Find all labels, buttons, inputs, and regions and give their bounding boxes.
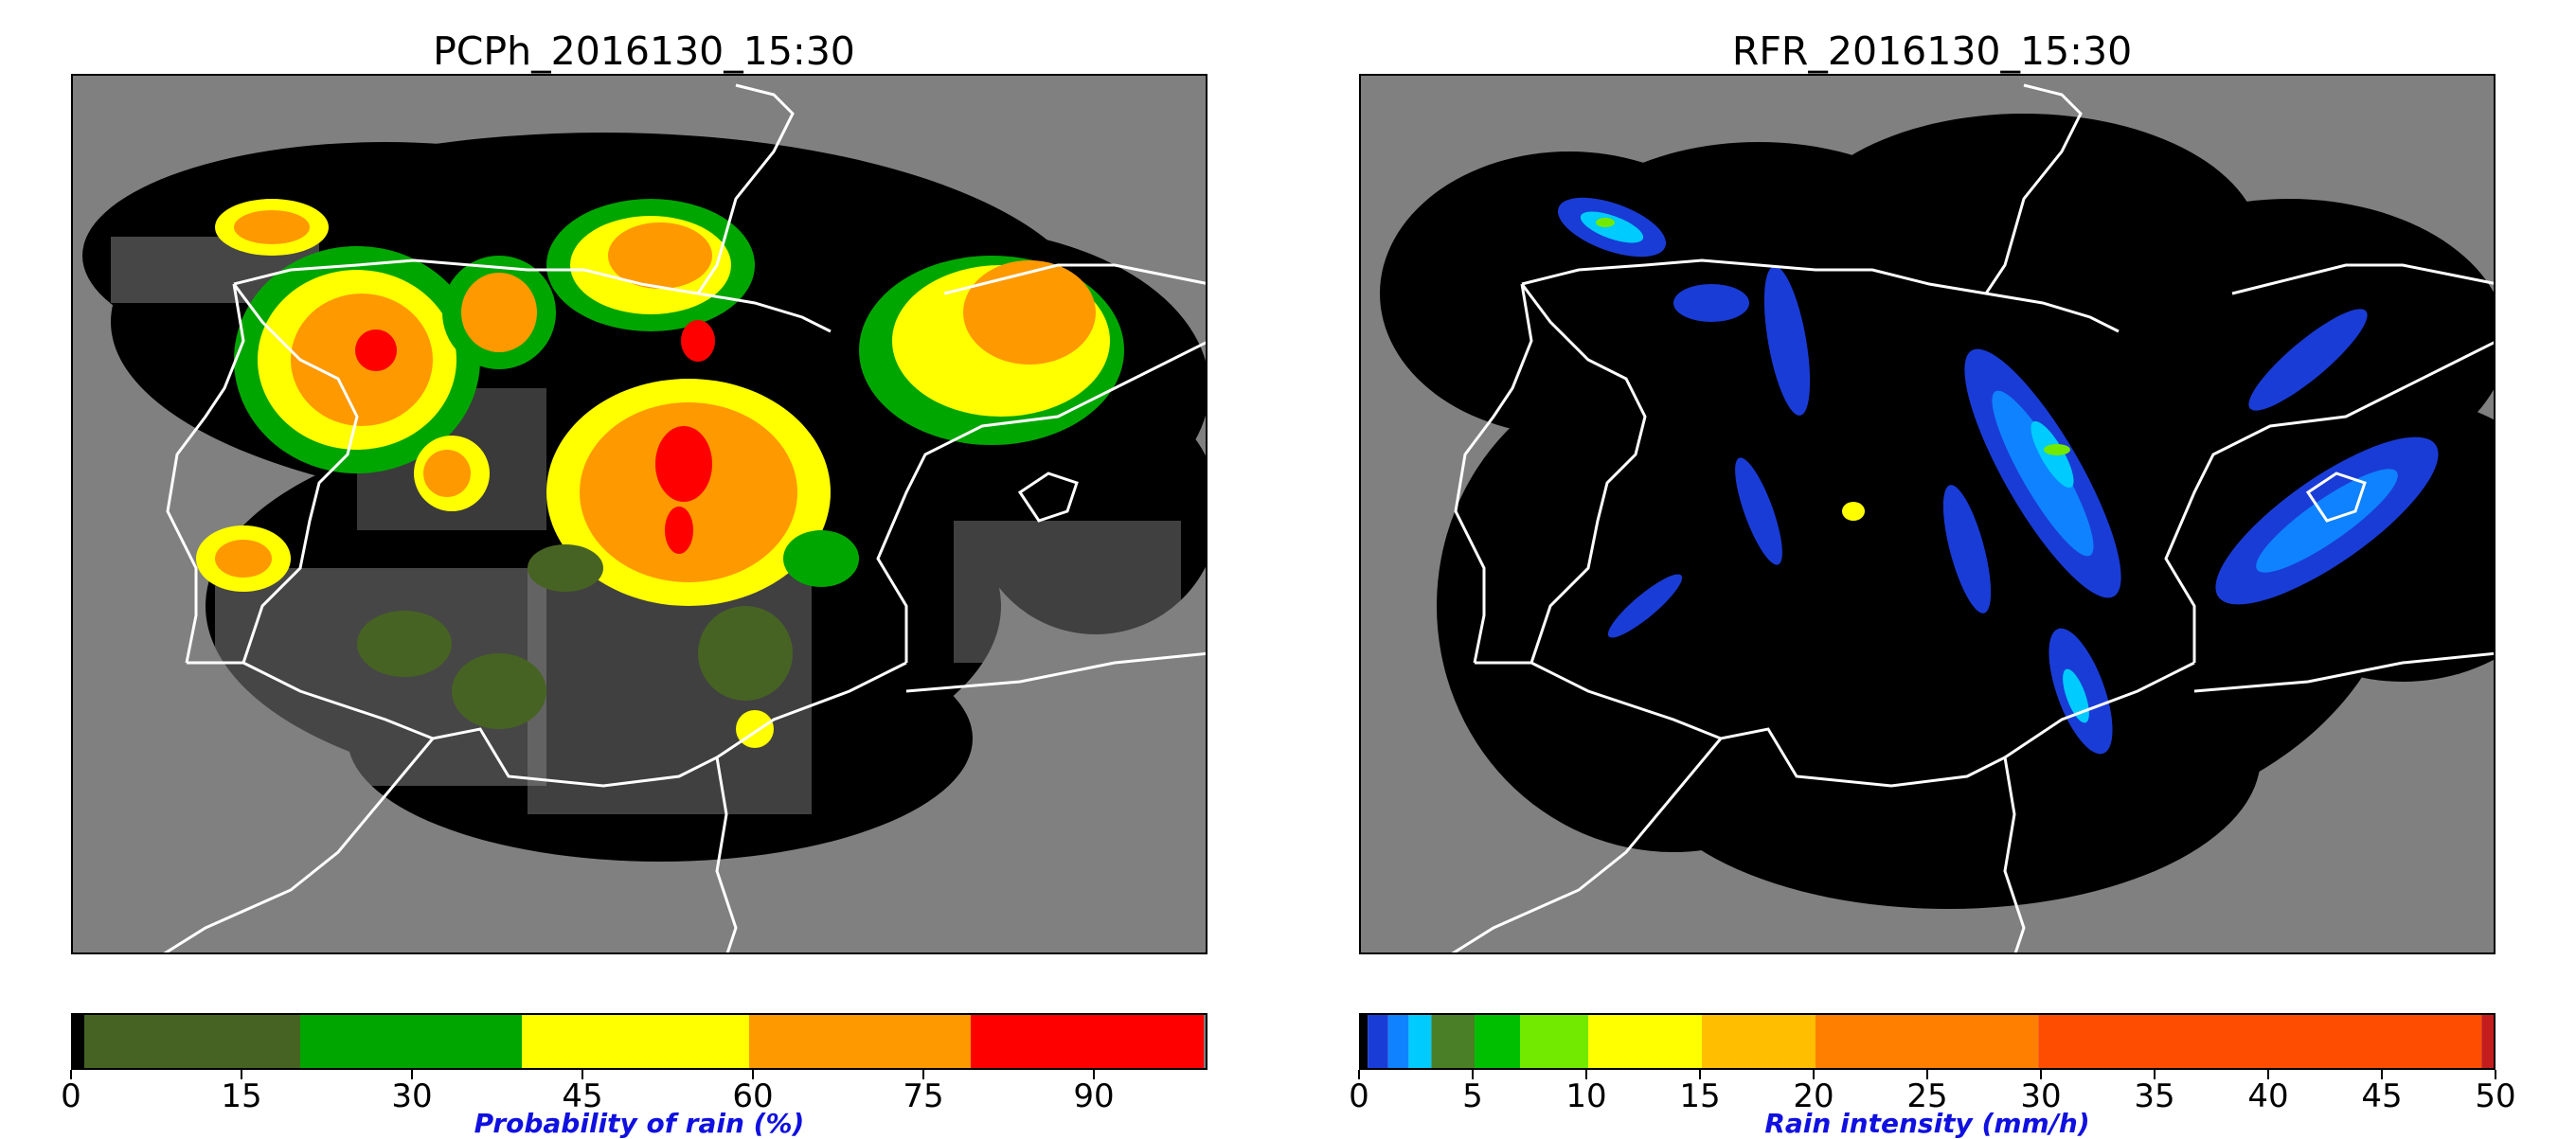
colorbar-tick-mark — [1585, 1070, 1587, 1079]
colorbar-tick-mark — [1699, 1070, 1701, 1079]
colorbar-tick-label: 5 — [1462, 1077, 1483, 1115]
pcph-map — [71, 74, 1208, 954]
colorbar-tick-mark — [2381, 1070, 2383, 1079]
colorbar-tick-label: 20 — [1793, 1077, 1834, 1115]
colorbar-bin — [1520, 1015, 1588, 1068]
colorbar-tick-mark — [922, 1070, 924, 1079]
colorbar-bin — [1387, 1015, 1409, 1068]
colorbar-tick-mark — [1093, 1070, 1095, 1079]
colorbar-tick-mark — [1358, 1070, 1360, 1079]
coastline-borders — [1451, 83, 2494, 952]
colorbar-bin — [1475, 1015, 1520, 1068]
colorbar-tick-label: 60 — [732, 1077, 774, 1115]
colorbar-bin — [1204, 1015, 1206, 1068]
chart-title: PCPh_2016130_15:30 — [433, 28, 855, 74]
colorbar-bin — [2481, 1015, 2494, 1068]
colorbar-bin — [971, 1015, 1204, 1068]
colorbar-bin — [300, 1015, 522, 1068]
colorbar-bin — [1431, 1015, 1475, 1068]
rfr-colorbar — [1359, 1013, 2496, 1070]
colorbar-label: Rain intensity (mm/h) — [1764, 1108, 2090, 1139]
colorbar-tick-mark — [1813, 1070, 1815, 1079]
colorbar-tick-label: 0 — [61, 1077, 81, 1115]
chart-title: RFR_2016130_15:30 — [1731, 28, 2133, 74]
colorbar-tick-mark — [241, 1070, 242, 1079]
pcph-map-canvas — [73, 76, 1206, 952]
colorbar-tick-label: 15 — [221, 1077, 262, 1115]
rfr-map-canvas — [1361, 76, 2494, 952]
colorbar-tick-label: 30 — [2020, 1077, 2062, 1115]
colorbar-tick-label: 45 — [2361, 1077, 2403, 1115]
colorbar-tick-mark — [2267, 1070, 2269, 1079]
colorbar-tick-label: 50 — [2475, 1077, 2516, 1115]
rfr-colorbar-canvas — [1361, 1015, 2494, 1068]
colorbar-tick-mark — [2154, 1070, 2156, 1079]
colorbar-bin — [1361, 1015, 1368, 1068]
rfr-panel: RFR_2016130_15:30 — [1288, 0, 2576, 1139]
colorbar-tick-label: 25 — [1906, 1077, 1948, 1115]
rfr-colorbar-ticks: 0 5 10 15 20 25 30 35 40 45 50 — [1349, 1070, 2516, 1115]
colorbar-tick-label: 15 — [1679, 1077, 1721, 1115]
colorbar-tick-mark — [1472, 1070, 1474, 1079]
pcph-colorbar — [71, 1013, 1208, 1070]
colorbar-tick-label: 45 — [562, 1077, 603, 1115]
rain-probability-field — [196, 199, 1124, 748]
colorbar-bin — [1702, 1015, 1816, 1068]
colorbar-bin — [1368, 1015, 1388, 1068]
colorbar-tick-label: 0 — [1349, 1077, 1369, 1115]
colorbar-label: Probability of rain (%) — [474, 1108, 805, 1139]
colorbar-tick-label: 10 — [1565, 1077, 1607, 1115]
pcph-colorbar-ticks: 0 15 30 45 60 75 90 — [61, 1070, 1208, 1115]
colorbar-bin — [2038, 1015, 2482, 1068]
colorbar-tick-label: 40 — [2247, 1077, 2289, 1115]
colorbar-tick-label: 90 — [1073, 1077, 1115, 1115]
colorbar-bin — [1408, 1015, 1432, 1068]
colorbar-bin — [522, 1015, 749, 1068]
colorbar-bin — [1816, 1015, 2039, 1068]
colorbar-tick-mark — [70, 1070, 72, 1079]
pcph-panel: PCPh_2016130_15:30 — [0, 0, 1288, 1139]
colorbar-tick-mark — [1926, 1070, 1928, 1079]
coastline-borders — [163, 83, 1206, 952]
colorbar-tick-label: 30 — [391, 1077, 433, 1115]
colorbar-bin — [749, 1015, 971, 1068]
colorbar-tick-mark — [581, 1070, 583, 1079]
colorbar-tick-mark — [411, 1070, 413, 1079]
colorbar-bin — [73, 1015, 84, 1068]
rfr-map — [1359, 74, 2496, 954]
colorbar-tick-mark — [752, 1070, 754, 1079]
colorbar-bin — [1588, 1015, 1702, 1068]
colorbar-tick-label: 75 — [903, 1077, 944, 1115]
pcph-colorbar-canvas — [73, 1015, 1206, 1068]
colorbar-bin — [84, 1015, 300, 1068]
colorbar-tick-label: 35 — [2134, 1077, 2175, 1115]
colorbar-tick-mark — [2040, 1070, 2042, 1079]
colorbar-tick-mark — [2495, 1070, 2496, 1079]
